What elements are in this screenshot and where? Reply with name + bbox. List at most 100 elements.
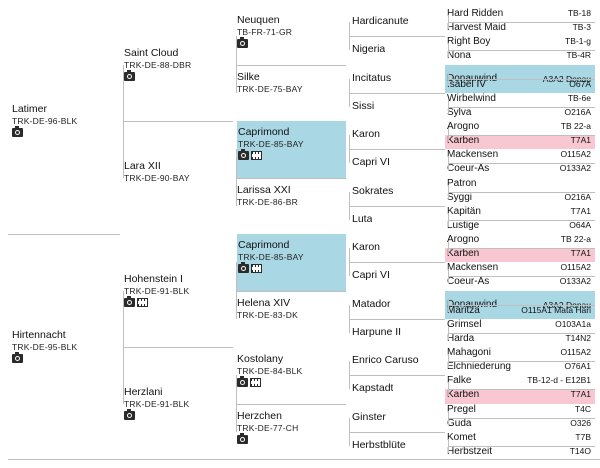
horse-cell-gen5[interactable]: Grimsel O103A1a <box>445 319 595 333</box>
horse-name[interactable]: Latimer <box>12 103 48 115</box>
horse-name[interactable]: Syggi <box>447 191 473 203</box>
horse-cell-gen4[interactable]: Capri VI <box>346 149 445 177</box>
horse-cell-gen5[interactable]: Mackensen O115A2 <box>445 149 595 163</box>
horse-cell-gen4[interactable]: Ginster <box>346 404 445 432</box>
horse-cell-gen4[interactable]: Sokrates <box>346 178 445 206</box>
horse-name[interactable]: Sissi <box>352 99 375 112</box>
horse-name[interactable]: Elchniederung <box>447 361 511 373</box>
video-icon[interactable] <box>251 151 262 160</box>
horse-cell-gen3[interactable]: Caprimond TRK-DE-85-BAY <box>237 121 346 178</box>
horse-name[interactable]: Hohenstein I <box>124 272 183 285</box>
horse-cell-gen3[interactable]: Caprimond TRK-DE-85-BAY <box>237 234 346 291</box>
horse-cell-gen5[interactable]: Nona TB-4R <box>445 50 595 64</box>
horse-name[interactable]: Kapstadt <box>352 382 394 395</box>
horse-name[interactable]: Helena XIV <box>237 296 291 309</box>
horse-cell-gen5[interactable]: Herbstzeit T14O <box>445 446 595 460</box>
horse-name[interactable]: Pregel <box>447 403 476 415</box>
horse-name[interactable]: Guda <box>447 417 472 429</box>
horse-name[interactable]: Donauwind <box>447 73 497 85</box>
camera-icon[interactable] <box>238 262 249 273</box>
horse-cell-gen5[interactable]: Hard Ridden TB-18 <box>445 8 595 22</box>
video-icon[interactable] <box>137 297 148 307</box>
horse-name[interactable]: Nona <box>447 50 471 62</box>
horse-name[interactable]: Karben <box>447 389 480 401</box>
camera-icon[interactable] <box>124 295 135 307</box>
horse-cell-gen5[interactable]: Isabel IV O67A <box>445 79 595 93</box>
horse-name[interactable]: Isabel IV <box>447 78 486 90</box>
horse-cell-gen5[interactable]: Right Boy TB-1-g <box>445 36 595 50</box>
video-icon[interactable] <box>250 378 261 387</box>
horse-cell-gen5[interactable]: Coeur-As O133A2 <box>445 276 595 290</box>
horse-name[interactable]: Nigeria <box>352 43 386 56</box>
horse-cell-gen5[interactable]: Arogno TB 22-a <box>445 121 595 135</box>
horse-cell-gen5[interactable]: Karben T7A1 <box>445 248 595 263</box>
horse-name[interactable]: Harda <box>447 332 475 344</box>
horse-cell-gen4[interactable]: Incitatus <box>346 65 445 93</box>
horse-name[interactable]: Coeur-As <box>447 163 490 175</box>
horse-name[interactable]: Right Boy <box>447 36 491 48</box>
horse-name[interactable]: Silke <box>237 70 260 83</box>
horse-cell-gen4[interactable]: Karon <box>346 234 445 262</box>
horse-name[interactable]: Matador <box>352 297 391 310</box>
horse-cell-gen5[interactable]: Elchniederung O76A1 <box>445 361 595 375</box>
horse-cell-gen4[interactable]: Herbstblüte <box>346 432 445 460</box>
horse-name[interactable]: Hirtennacht <box>12 329 66 341</box>
horse-cell-gen3[interactable]: Larissa XXI TRK-DE-86-BR <box>233 178 346 235</box>
horse-name[interactable]: Mahagoni <box>447 347 491 358</box>
camera-icon[interactable] <box>12 126 23 137</box>
horse-cell-gen5[interactable]: Sylva O216A <box>445 107 595 121</box>
horse-cell-gen4[interactable]: Luta <box>346 206 445 234</box>
horse-name[interactable]: Coeur-As <box>447 276 490 288</box>
horse-cell-gen4[interactable]: Sissi <box>346 93 445 121</box>
horse-cell-gen5[interactable]: Kapitän T7A1 <box>445 206 595 220</box>
horse-cell-gen5[interactable]: Syggi O216A <box>445 192 595 206</box>
camera-icon[interactable] <box>237 376 248 387</box>
horse-name[interactable]: Donauwind <box>447 299 497 311</box>
horse-name[interactable]: Falke <box>447 375 472 387</box>
horse-name[interactable]: Herzchen <box>237 409 282 422</box>
horse-cell-gen5[interactable]: Harvest Maid TB-3 <box>445 22 595 36</box>
horse-name[interactable]: Larissa XXI <box>237 183 291 196</box>
horse-name[interactable]: Neuquen <box>237 14 280 26</box>
horse-cell-gen3[interactable]: Neuquen TB-FR-71-GR <box>233 8 346 65</box>
horse-cell-gen2[interactable]: Hohenstein I TRK-DE-91-BLK <box>120 234 233 347</box>
horse-cell-gen2[interactable]: Lara XII TRK-DE-90-BAY <box>120 121 233 234</box>
camera-icon[interactable] <box>124 408 135 420</box>
camera-icon[interactable] <box>124 69 135 81</box>
horse-cell-gen5[interactable]: Karben T7A1 <box>445 135 595 150</box>
horse-cell-gen2[interactable]: Herzlani TRK-DE-91-BLK <box>120 347 233 460</box>
horse-cell-gen5[interactable]: Donauwind A3A2 Donau <box>445 64 595 93</box>
horse-name[interactable]: Hardicanute <box>352 15 409 28</box>
horse-name[interactable]: Sokrates <box>352 184 394 197</box>
horse-name[interactable]: Wirbelwind <box>447 92 496 104</box>
horse-cell-gen4[interactable]: Capri VI <box>346 262 445 290</box>
horse-name[interactable]: Enrico Caruso <box>352 354 419 367</box>
horse-cell-gen1[interactable]: Latimer TRK-DE-96-BLK <box>8 8 120 234</box>
horse-cell-gen5[interactable]: Pregel T4C <box>445 404 595 418</box>
horse-name[interactable]: Karon <box>352 241 381 254</box>
horse-cell-gen3[interactable]: Silke TRK-DE-75-BAY <box>233 65 346 122</box>
horse-name[interactable]: Arogno <box>447 234 480 245</box>
horse-name[interactable]: Arogno <box>447 121 480 132</box>
horse-cell-gen4[interactable]: Enrico Caruso <box>346 347 445 375</box>
horse-cell-gen5[interactable]: Komet T7B <box>445 432 595 446</box>
horse-name[interactable]: Capri VI <box>352 156 390 169</box>
horse-name[interactable]: Incitatus <box>352 71 392 84</box>
horse-name[interactable]: Komet <box>447 431 476 443</box>
horse-cell-gen4[interactable]: Karon <box>346 121 445 149</box>
horse-cell-gen4[interactable]: Hardicanute <box>346 8 445 36</box>
horse-name[interactable]: Mackensen <box>447 149 499 161</box>
horse-name[interactable]: Luta <box>352 212 373 225</box>
horse-name[interactable]: Maritza <box>447 304 480 316</box>
horse-name[interactable]: Saint Cloud <box>124 46 179 59</box>
camera-icon[interactable] <box>12 352 23 363</box>
horse-name[interactable]: Ginster <box>352 410 386 423</box>
horse-cell-gen5[interactable]: Mahagoni O115A2 <box>445 347 595 361</box>
horse-cell-gen5[interactable]: Harda T14N2 <box>445 333 595 347</box>
horse-name[interactable]: Grimsel <box>447 318 482 330</box>
horse-cell-gen5[interactable]: Falke TB-12-d - E12B1 <box>445 375 595 389</box>
horse-name[interactable]: Karben <box>447 248 480 260</box>
horse-cell-gen5[interactable]: Coeur-As O133A2 <box>445 163 595 177</box>
camera-icon[interactable] <box>237 37 248 48</box>
horse-name[interactable]: Harvest Maid <box>447 22 506 34</box>
